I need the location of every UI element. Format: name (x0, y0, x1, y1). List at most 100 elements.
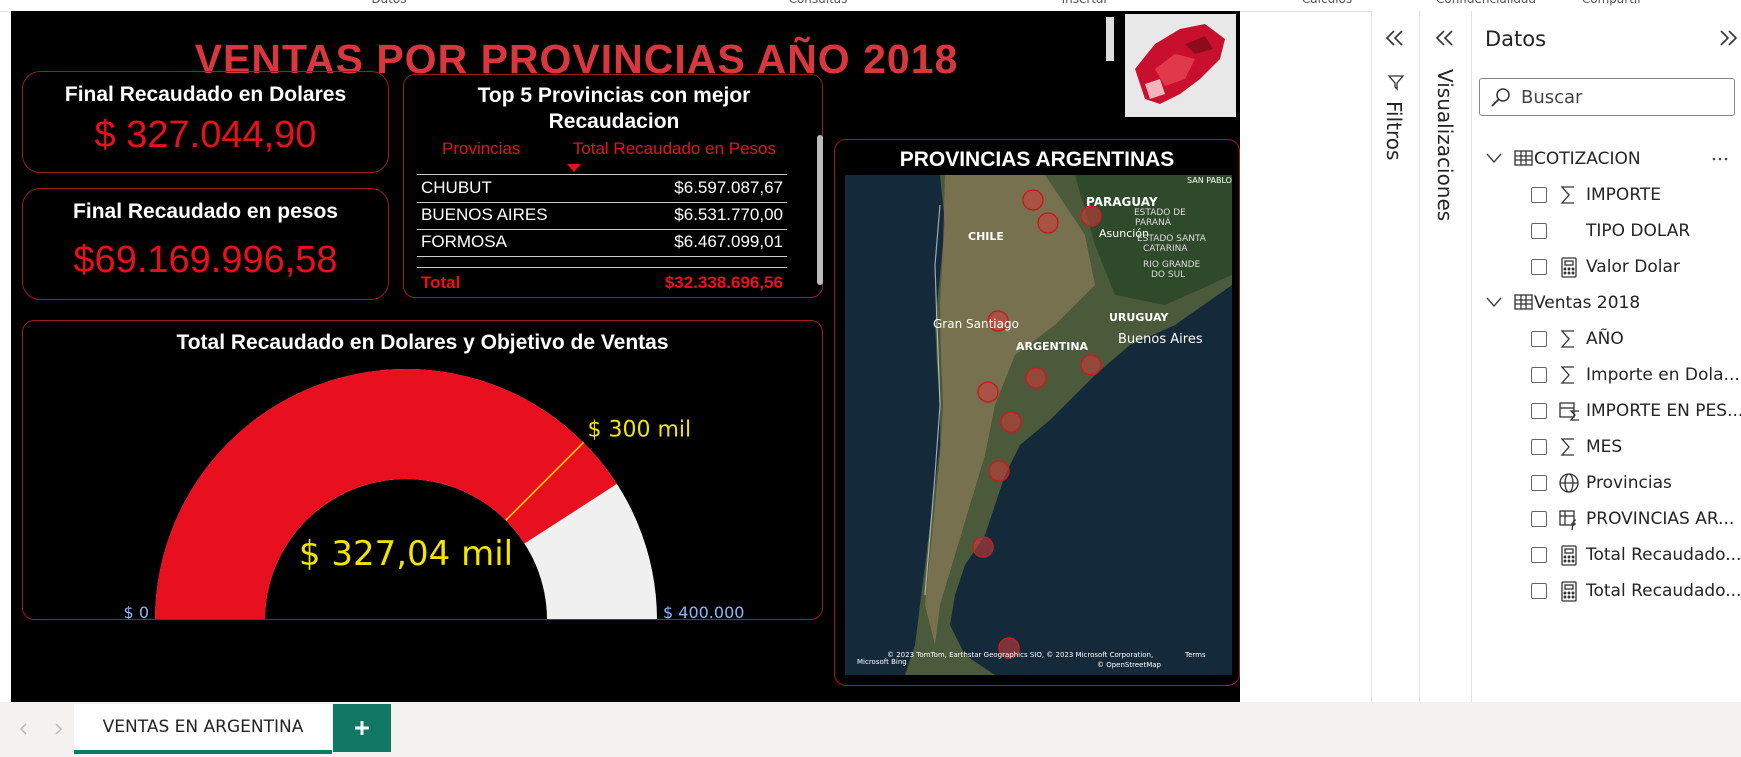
page-tabs-bar: VENTAS EN ARGENTINA (0, 702, 1741, 757)
filter-icon (1387, 75, 1405, 91)
column-header: Total Recaudado en Pesos (572, 139, 776, 158)
top-provinces-table: Top 5 Provincias con mejor Recaudacion P… (403, 74, 823, 298)
map-label: URUGUAY (1109, 311, 1169, 324)
pane-title: Datos (1485, 27, 1547, 51)
field-checkbox[interactable] (1531, 475, 1547, 491)
column-header: Provincias (442, 139, 521, 158)
field-checkbox[interactable] (1531, 259, 1547, 275)
field-icon (1560, 330, 1574, 348)
ribbon-group: Confidencialidad (1436, 0, 1536, 6)
dot (1718, 157, 1722, 161)
icon-part (1567, 271, 1571, 275)
province-cell: FORMOSA (421, 232, 507, 251)
gauge-chart: $ 327,04 mil $ 300 mil $ 0 $ 400.000 (124, 369, 744, 619)
map-label: ARGENTINA (1016, 340, 1089, 353)
data-pane: Datos Buscar COTIZACION IMPORTE TIPO DOLAR… (1471, 11, 1741, 702)
field-checkbox[interactable] (1531, 439, 1547, 455)
gauge-title: Total Recaudado en Dolares y Objetivo de… (176, 331, 669, 354)
search-box[interactable]: Buscar (1479, 78, 1735, 116)
icon-part (1563, 555, 1567, 559)
gauge-max-label: $ 400.000 (663, 603, 744, 619)
icon-part (1560, 366, 1574, 384)
table-row: CHUBUT $6.597.087,67 (417, 175, 787, 203)
icon-part (1563, 559, 1567, 563)
icon-part (1563, 271, 1567, 275)
collapse-icon[interactable] (1384, 29, 1406, 47)
field-name: IMPORTE (1586, 185, 1662, 205)
icon-part (1560, 186, 1574, 204)
icon-part (1560, 438, 1574, 456)
icon-part (1564, 584, 1574, 590)
icon-part (1569, 410, 1579, 421)
icon-part (1564, 260, 1574, 266)
amount-cell: $6.597.087,67 (674, 178, 783, 197)
icon-part (1567, 267, 1571, 271)
field-icon (1559, 473, 1579, 493)
dot (1724, 157, 1728, 161)
icon-part (1571, 519, 1577, 531)
field-name: Importe en Dola... (1586, 365, 1740, 385)
map-attribution: Terms (1184, 651, 1206, 659)
icon-part (1571, 595, 1575, 599)
icon-part (1567, 559, 1571, 563)
icon-part (1561, 545, 1577, 566)
gauge-min-label: $ 0 (124, 603, 149, 619)
table-row: BUENOS AIRES $6.531.770,00 (417, 202, 787, 230)
map-attribution: Microsoft Bing (857, 658, 907, 666)
visualizations-label[interactable]: Visualizaciones (1433, 69, 1457, 222)
field-checkbox[interactable] (1531, 547, 1547, 563)
field-checkbox[interactable] (1531, 583, 1547, 599)
field-checkbox[interactable] (1531, 511, 1547, 527)
icon-part (1514, 150, 1533, 166)
gauge-target (505, 441, 585, 521)
icon-part (1560, 330, 1574, 348)
ribbon-group: Consultas (789, 0, 848, 6)
field-checkbox[interactable] (1531, 223, 1547, 239)
table-scrollbar (817, 135, 823, 285)
table-icon (1514, 150, 1533, 166)
filters-pane: Filtros (1371, 11, 1420, 702)
kpi-card-pesos: Final Recaudado en pesos $69.169.996,58 (22, 188, 389, 300)
map-label: ESTADO DE (1134, 208, 1186, 218)
filters-label[interactable]: Filtros (1382, 101, 1406, 161)
collapse-icon[interactable] (1434, 29, 1456, 47)
icon-part (1571, 267, 1575, 271)
page-tab[interactable]: VENTAS EN ARGENTINA (74, 704, 332, 754)
card-title: Final Recaudado en Dolares (64, 83, 347, 106)
field-name: AÑO (1586, 329, 1624, 349)
search-placeholder: Buscar (1521, 87, 1583, 108)
field-checkbox[interactable] (1531, 331, 1547, 347)
map-label: PARAGUAY (1086, 195, 1158, 209)
icon-part (1564, 548, 1574, 554)
field-checkbox[interactable] (1531, 367, 1547, 383)
icon-part (1571, 591, 1575, 595)
report-canvas: VENTAS POR PROVINCIAS AÑO 2018 Final Rec… (11, 11, 1240, 702)
logo-image (1125, 14, 1236, 117)
map-attribution: © OpenStreetMap (1097, 661, 1162, 669)
ribbon-group: Compartir (1582, 0, 1642, 6)
field-icon (1560, 186, 1574, 204)
expand-chevron[interactable] (1486, 296, 1502, 308)
card-title: Final Recaudado en pesos (73, 200, 338, 223)
map-label: RIO GRANDE (1143, 260, 1201, 270)
table-title: Top 5 Provincias con mejor Recaudacion (477, 84, 751, 133)
more-options[interactable] (1712, 157, 1730, 161)
field-icon (1561, 545, 1577, 566)
province-cell: BUENOS AIRES (421, 205, 548, 224)
expand-chevron[interactable] (1486, 152, 1502, 164)
map-label: CATARINA (1143, 244, 1188, 254)
field-icon (1559, 510, 1577, 531)
field-name: Total Recaudado... (1586, 545, 1741, 565)
field-name: PROVINCIAS AR... (1586, 509, 1735, 529)
field-checkbox[interactable] (1531, 187, 1547, 203)
total-row: Total $32.338.696,56 (417, 267, 787, 295)
icon-part (1567, 555, 1571, 559)
chevron (1486, 297, 1502, 308)
field-checkbox[interactable] (1531, 403, 1547, 419)
icon-part (1561, 581, 1577, 602)
add-page-button[interactable] (333, 704, 391, 752)
expand-icon[interactable] (1717, 29, 1739, 47)
tab-nav[interactable] (18, 722, 68, 736)
